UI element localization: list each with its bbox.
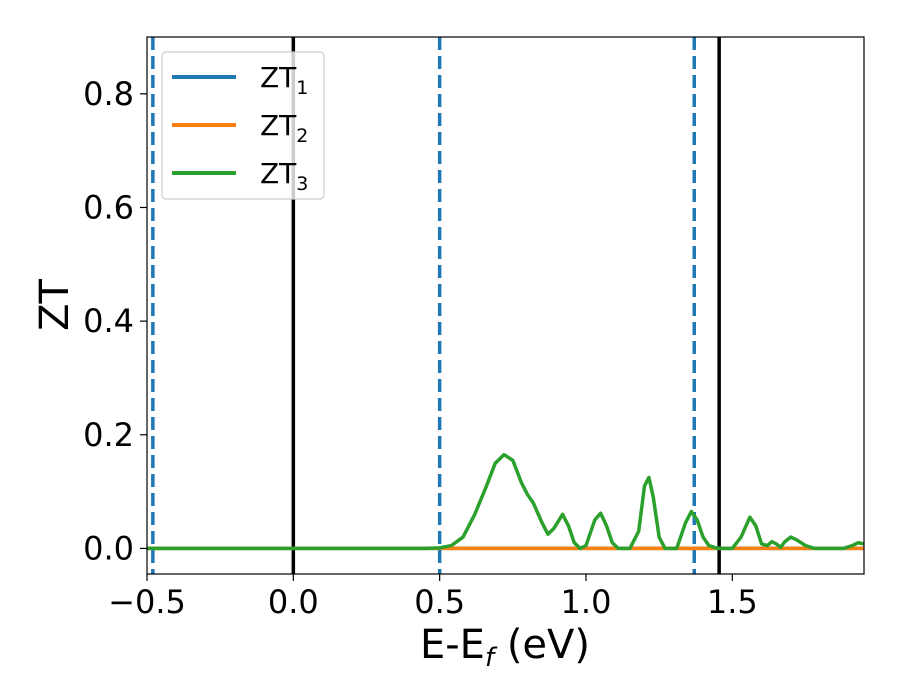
legend-box: [161, 51, 325, 200]
x-axis-label-main: E-E: [420, 622, 485, 668]
series-lines: [147, 452, 864, 551]
x-tick-label-4: 1.5: [707, 583, 758, 621]
y-tick-label-1: 0.2: [83, 416, 134, 454]
series-line-3: [147, 452, 864, 551]
x-tick-label-2: 0.5: [414, 583, 465, 621]
legend-label-1: ZT1: [260, 61, 308, 99]
legend: ZT1 ZT2 ZT3: [161, 51, 325, 200]
y-axis-ticks: 0.0 0.2 0.4 0.6 0.8: [83, 75, 147, 567]
plot-frame: [146, 36, 865, 575]
y-tick-label-0: 0.0: [83, 529, 134, 567]
legend-label-2: ZT2: [260, 109, 308, 147]
x-axis-label: E-Ef (eV): [420, 622, 590, 673]
legend-label-3: ZT3: [260, 157, 308, 195]
x-tick-label-1: 0.0: [268, 583, 319, 621]
x-axis-ticks: −0.5 0.0 0.5 1.0 1.5: [108, 574, 758, 621]
y-tick-label-3: 0.6: [83, 188, 134, 226]
x-tick-label-0: −0.5: [108, 583, 186, 621]
y-tick-label-4: 0.8: [83, 75, 134, 113]
x-axis-label-unit: (eV): [494, 622, 590, 668]
y-tick-label-2: 0.4: [83, 302, 134, 340]
x-tick-label-3: 1.0: [561, 583, 612, 621]
y-axis-label: ZT: [32, 279, 78, 331]
